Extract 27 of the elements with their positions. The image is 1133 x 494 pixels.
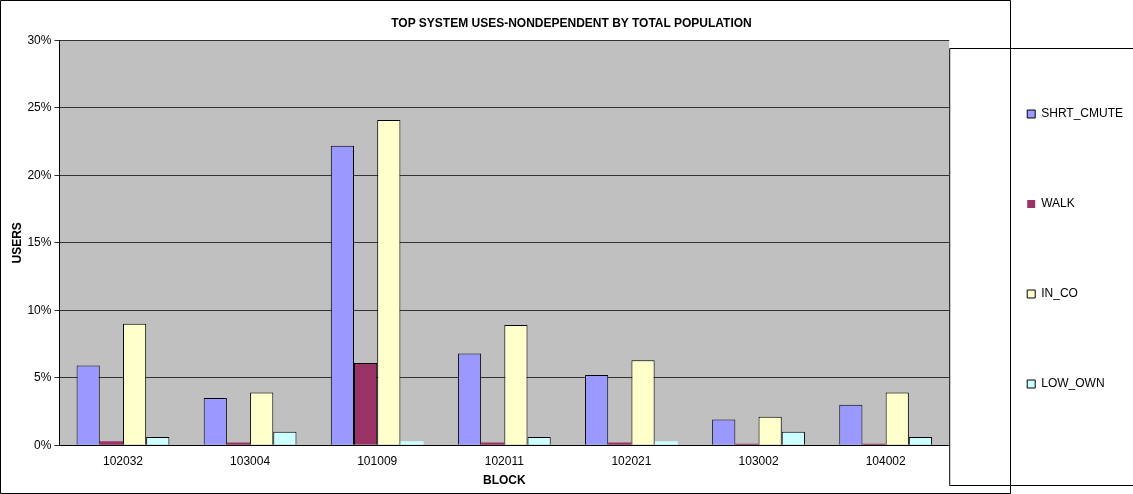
y-tick-label: 0% <box>34 437 52 452</box>
legend-label: IN_CO <box>1041 286 1078 301</box>
legend-label: WALK <box>1041 196 1075 211</box>
bar <box>608 442 632 445</box>
bar <box>99 441 123 445</box>
x-tick-label: 102032 <box>102 453 144 468</box>
legend-label: LOW_OWN <box>1041 376 1105 391</box>
y-tick-label: 5% <box>34 370 52 385</box>
chart-title: TOP SYSTEM USES-NONDEPENDENT BY TOTAL POPULATION <box>391 15 752 30</box>
x-tick-label: 104002 <box>865 453 906 468</box>
y-axis-title: USERS <box>9 222 24 264</box>
x-tick-label: 103004 <box>230 453 271 468</box>
y-tick-label: 15% <box>27 235 52 250</box>
bar <box>654 441 678 445</box>
y-tick-label: 25% <box>27 100 52 115</box>
y-tick-label: 20% <box>27 167 52 182</box>
legend-label: SHRT_CMUTE <box>1041 106 1124 121</box>
x-tick-label: 102021 <box>611 453 652 468</box>
x-tick-label: 102011 <box>484 453 525 468</box>
y-tick-label: 10% <box>27 302 52 317</box>
bar <box>226 442 251 445</box>
bar <box>400 441 424 445</box>
x-axis-title: BLOCK <box>482 473 526 488</box>
bar <box>481 442 505 445</box>
x-tick-label: 101009 <box>357 453 398 468</box>
y-tick-label: 30% <box>27 32 52 47</box>
x-tick-label: 103002 <box>738 453 779 468</box>
